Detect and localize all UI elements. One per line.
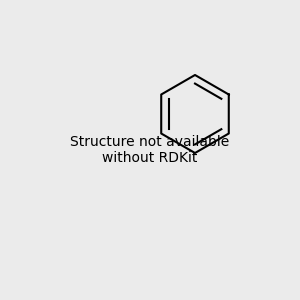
Text: Structure not available
without RDKit: Structure not available without RDKit	[70, 135, 230, 165]
